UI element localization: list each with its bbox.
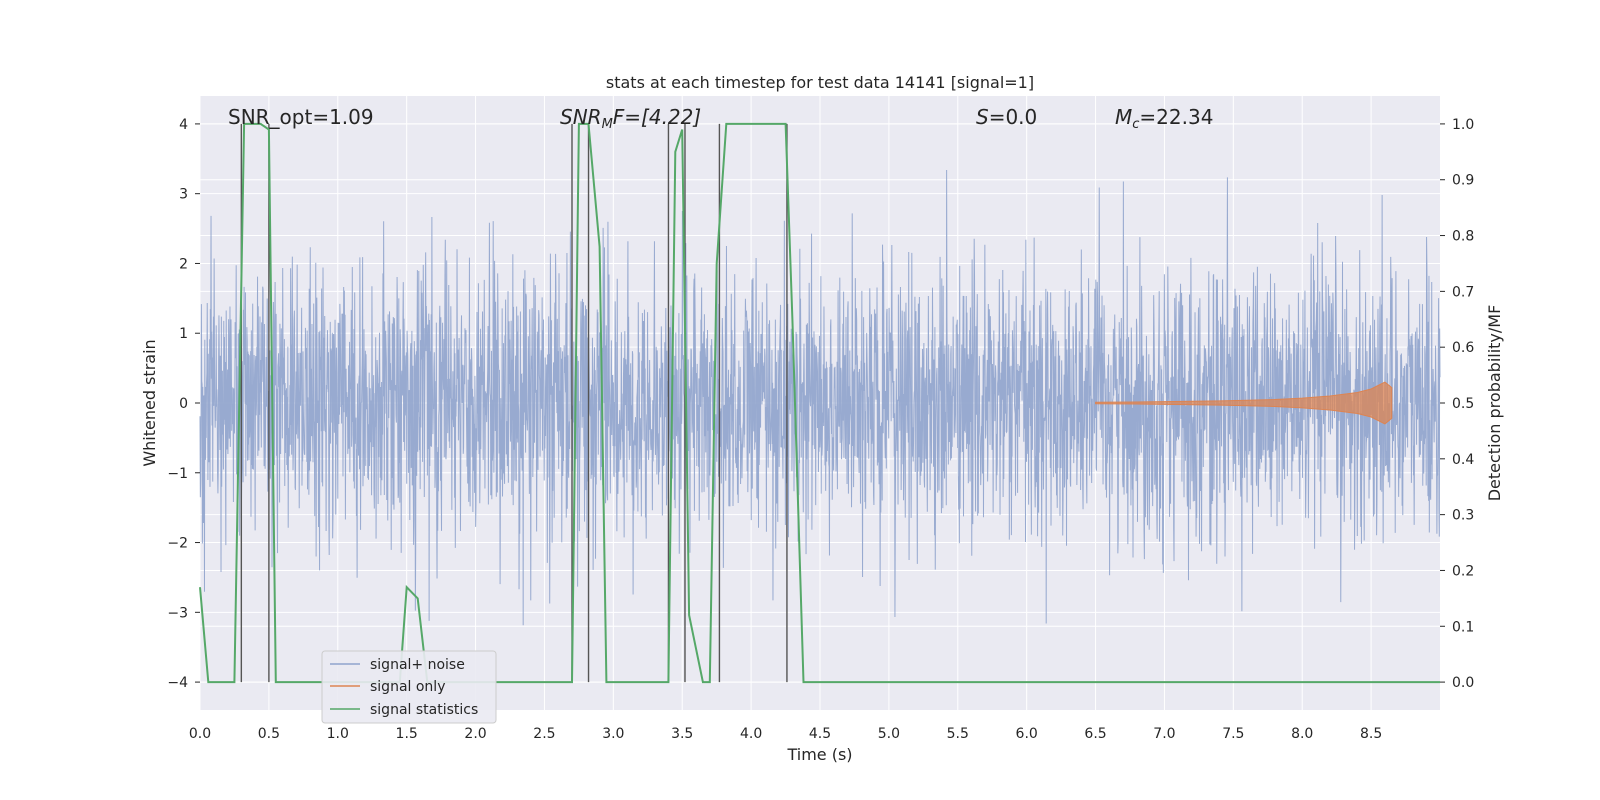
y-left-tick-label: 2 [179,256,188,272]
x-tick-label: 7.5 [1222,726,1244,742]
annotation-s: S=0.0 [976,105,1037,129]
x-tick-label: 4.5 [809,726,831,742]
legend-box [321,650,497,724]
y-right-tick-label: 0.1 [1452,619,1474,635]
x-tick-label: 7.0 [1153,726,1175,742]
x-axis-label: Time (s) [786,745,852,764]
signal-only-envelope [1095,381,1393,425]
y-left-axis-label: Whitened strain [140,339,159,466]
y-right-tick-label: 1.0 [1452,117,1474,133]
y-right-tick-labels: 1.0 0.9 0.8 0.7 0.6 0.5 0.4 0.3 0.2 0.1 0.0 [1440,117,1474,691]
y-right-tick-label: 0.0 [1452,675,1474,691]
y-right-tick-label: 0.8 [1452,229,1474,245]
annotation-snr-opt: SNR_opt=1.09 [228,105,374,129]
y-right-tick-label: 0.3 [1452,508,1474,524]
legend-label-signal-statistics: signal statistics [370,702,478,718]
series-signal-statistics [199,122,1440,684]
x-tick-label: 3.0 [602,726,624,742]
y-right-axis-label: Detection probability/MF [1485,305,1504,502]
y-left-tick-label: 0 [179,396,188,412]
x-tick-label: 2.5 [533,726,555,742]
y-left-tick-label: 4 [179,117,188,133]
statistics-line [199,122,1440,684]
y-left-tick-label: −2 [167,536,188,552]
y-left-tick-label: −1 [167,466,188,482]
legend-label-signal-only: signal only [370,679,445,695]
noise-line [199,169,1441,626]
y-left-tick-label: −4 [167,675,188,691]
y-right-tick-label: 0.4 [1452,452,1474,468]
x-tick-label: 0.5 [258,726,280,742]
y-right-tick-label: 0.5 [1452,396,1474,412]
x-tick-label: 6.5 [1084,726,1106,742]
x-tick-label: 4.0 [740,726,762,742]
legend: signal+ noise signal only signal statist… [321,650,497,724]
x-tick-label: 3.5 [671,726,693,742]
y-right-tick-label: 0.2 [1452,563,1474,579]
y-left-tick-label: 3 [179,187,188,203]
x-tick-label: 6.0 [1016,726,1038,742]
annotation-mc: Mc=22.34 [1115,105,1213,132]
y-left-tick-label: −3 [167,605,188,621]
x-tick-label: 5.5 [947,726,969,742]
x-tick-label: 0.0 [189,726,211,742]
x-tick-label: 2.0 [464,726,486,742]
x-tick-label: 5.0 [878,726,900,742]
series-signal-plus-noise [199,169,1441,626]
x-tick-labels: 0.0 0.5 1.0 1.5 2.0 2.5 3.0 3.5 4.0 4.5 5.0 5.5 6.0 6… [189,726,1382,742]
y-left-tick-labels: 4 3 2 1 0 −1 −2 −3 −4 [167,117,200,691]
x-tick-label: 8.0 [1291,726,1313,742]
y-right-tick-label: 0.9 [1452,173,1474,189]
y-left-tick-label: 1 [179,326,188,342]
y-right-tick-label: 0.7 [1452,284,1474,300]
x-tick-label: 1.0 [327,726,349,742]
legend-label-signal-plus-noise: signal+ noise [370,657,465,673]
series-signal-only [1095,381,1393,425]
x-tick-label: 1.5 [396,726,418,742]
chart-title: stats at each timestep for test data 141… [606,73,1034,92]
x-tick-label: 8.5 [1360,726,1382,742]
annotation-snr-mf: SNRMF=[4.22] [560,105,701,132]
y-right-tick-label: 0.6 [1452,340,1474,356]
